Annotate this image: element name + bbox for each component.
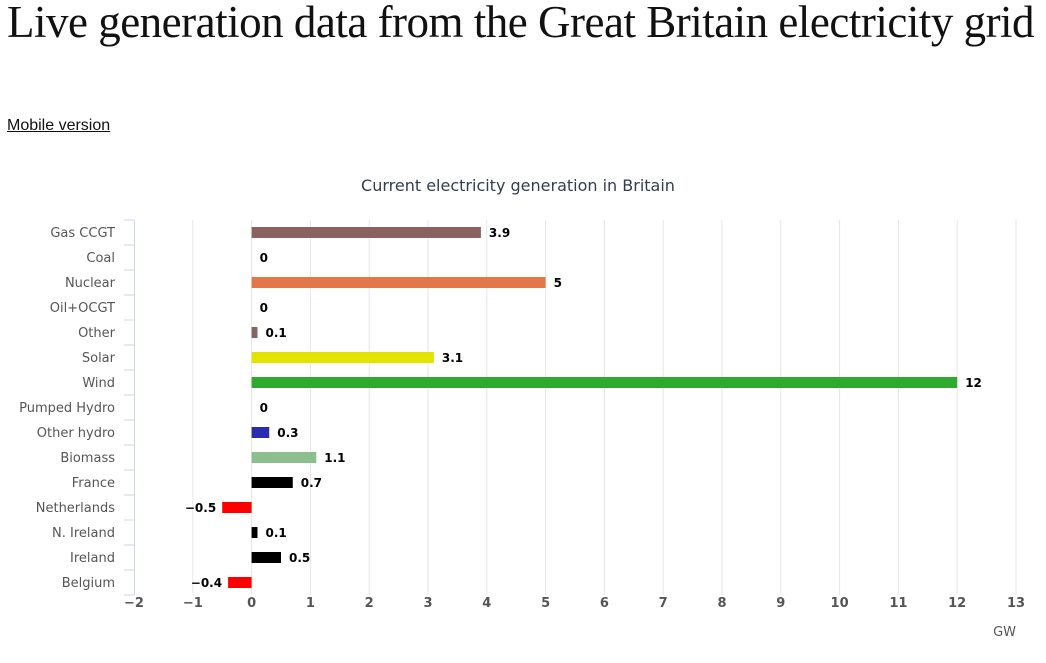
x-axis-ticks: −2 −1 0 1 2 3 4 5 6 7 8 9 10 11 12 13 [124,596,1025,611]
category-label: Solar [82,351,116,366]
generation-bar-chart: Current electricity generation in Britai… [19,176,1025,640]
data-label: 0 [260,401,268,415]
bars [222,227,958,588]
data-label: 0.3 [277,426,298,440]
data-label: 0 [260,251,268,265]
data-label: 0.7 [301,476,322,490]
bar-solar[interactable] [251,352,434,363]
data-label: 0.5 [289,551,310,565]
x-tick-label: 6 [600,596,609,611]
bar-other-hydro[interactable] [251,427,270,438]
x-tick-label: 5 [541,596,550,611]
chart-title: Current electricity generation in Britai… [361,176,675,195]
bar-france[interactable] [251,477,293,488]
category-label: Nuclear [65,276,116,291]
page-title: Live generation data from the Great Brit… [7,0,1035,47]
category-label: Netherlands [36,501,115,516]
x-tick-label: 0 [247,596,256,611]
bar-ireland[interactable] [251,552,281,563]
x-tick-label: 12 [948,596,966,611]
data-label: 1.1 [324,451,345,465]
data-label: 0.1 [265,526,286,540]
x-tick-label: 11 [889,596,907,611]
x-tick-label: 8 [717,596,726,611]
bar-belgium[interactable] [228,577,252,588]
grid-lines [192,220,1017,595]
x-tick-label: 10 [831,596,849,611]
bar-biomass[interactable] [251,452,317,463]
data-label: 0.1 [265,326,286,340]
category-label: Belgium [62,576,115,591]
bar-other[interactable] [251,327,258,338]
x-tick-label: −1 [183,596,203,611]
category-label: Other [78,326,116,341]
x-tick-label: 2 [365,596,374,611]
data-label: −0.4 [191,576,222,590]
x-axis-unit-label: GW [993,625,1016,640]
x-tick-label: −2 [124,596,144,611]
x-tick-label: 13 [1007,596,1025,611]
category-label: Biomass [60,451,115,466]
bar-n-ireland[interactable] [251,527,258,538]
data-label: 5 [554,276,562,290]
data-label: 3.1 [442,351,463,365]
category-label: Ireland [70,551,115,566]
x-tick-label: 9 [776,596,785,611]
category-label: Wind [82,376,115,391]
x-tick-label: 7 [659,596,668,611]
x-tick-label: 4 [482,596,491,611]
x-tick-label: 1 [306,596,315,611]
bar-nuclear[interactable] [251,277,546,288]
category-label: Other hydro [37,426,115,441]
category-label: Coal [86,251,115,266]
category-label: France [72,476,115,491]
category-label: N. Ireland [52,526,115,541]
data-label: 12 [965,376,982,390]
bar-wind[interactable] [251,377,958,388]
category-label: Gas CCGT [50,226,115,241]
bar-netherlands[interactable] [222,502,252,513]
mobile-version-link[interactable]: Mobile version [7,117,111,134]
category-label: Oil+OCGT [50,301,115,316]
data-label: 0 [260,301,268,315]
data-label: −0.5 [185,501,216,515]
category-axis: Gas CCGT Coal Nuclear Oil+OCGT Other Solar Win… [19,219,135,596]
category-label: Pumped Hydro [19,401,115,416]
bar-gas-ccgt[interactable] [251,227,481,238]
data-label: 3.9 [489,226,510,240]
x-tick-label: 3 [423,596,432,611]
